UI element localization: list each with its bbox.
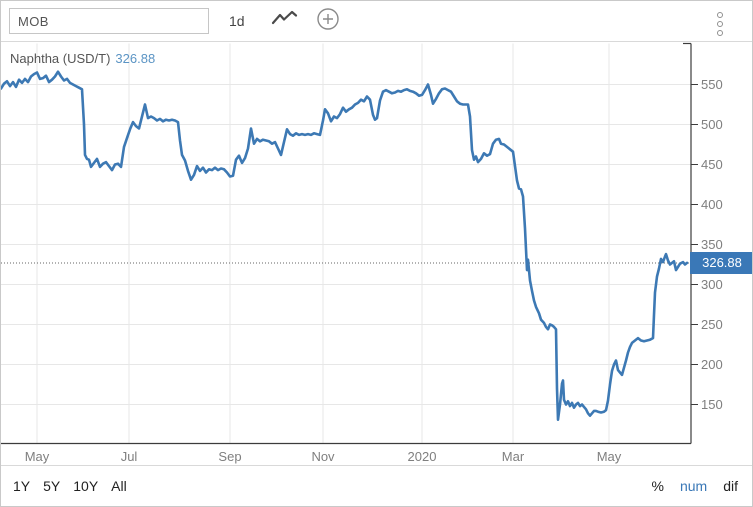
kebab-menu-icon [717, 21, 723, 27]
series-last-price-label: 326.88 [115, 51, 156, 66]
x-axis-label: May [24, 448, 50, 464]
x-axis-label: Nov [311, 448, 335, 464]
y-axis-label: 500 [701, 116, 723, 132]
series-name-label: Naphtha (USD/T) [10, 51, 111, 66]
kebab-menu-icon [717, 30, 723, 36]
y-axis-label: 150 [701, 396, 723, 412]
x-axis-label: May [596, 448, 622, 464]
current-price-badge: 326.88 [690, 251, 752, 274]
y-axis-label: 400 [701, 196, 723, 212]
range-button-10y[interactable]: 10Y [73, 478, 99, 494]
symbol-search-input[interactable] [9, 8, 209, 34]
display-mode-group: % num dif [652, 478, 738, 494]
mode-button-dif[interactable]: dif [723, 478, 738, 494]
price-line-series [1, 70, 689, 422]
range-button-5y[interactable]: 5Y [43, 478, 61, 494]
kebab-menu-icon [717, 12, 723, 18]
top-toolbar: 1d [1, 1, 752, 42]
y-axis-label: 250 [701, 316, 723, 332]
x-axis-label: 2020 [407, 448, 437, 464]
chart-type-button[interactable] [271, 10, 298, 32]
add-icon [316, 7, 340, 36]
range-button-all[interactable]: All [111, 478, 127, 494]
bottom-toolbar: 1Y 5Y 10Y All % num dif [1, 465, 752, 506]
price-chart-svg [1, 42, 698, 445]
line-chart-icon [271, 10, 298, 32]
x-axis-label: Sep [218, 448, 242, 464]
x-axis-label: Mar [501, 448, 525, 464]
kebab-menu-button[interactable] [715, 10, 725, 38]
mode-button-percent[interactable]: % [651, 478, 664, 494]
y-axis-label: 450 [701, 156, 723, 172]
chart-plot-area[interactable]: Naphtha (USD/T) 326.88 326.88 550 500 450 40… [1, 42, 752, 465]
series-title: Naphtha (USD/T) 326.88 [10, 51, 155, 66]
x-axis-label: Jul [120, 448, 138, 464]
y-axis-label: 550 [701, 76, 723, 92]
range-button-1y[interactable]: 1Y [13, 478, 31, 494]
y-axis-label: 350 [701, 236, 723, 252]
add-indicator-button[interactable] [316, 7, 340, 36]
mode-button-num[interactable]: num [679, 478, 708, 494]
y-axis-label: 200 [701, 356, 723, 372]
interval-selector[interactable]: 1d [229, 13, 245, 29]
y-axis-label: 300 [701, 276, 723, 292]
